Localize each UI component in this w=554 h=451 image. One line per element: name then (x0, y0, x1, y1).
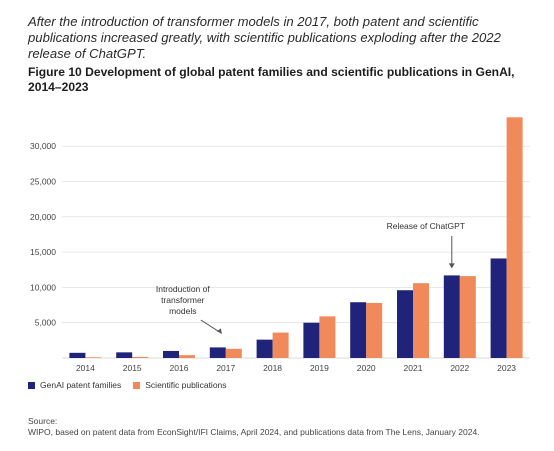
bar-scientific-publications (366, 302, 383, 358)
bar-scientific-publications (272, 332, 289, 358)
x-tick-label: 2016 (170, 363, 189, 373)
bar-scientific-publications (225, 348, 242, 358)
bar-scientific-publications (459, 276, 476, 358)
x-tick-label: 2023 (497, 363, 516, 373)
legend-label-publications: Scientific publications (145, 380, 227, 390)
bar-scientific-publications (413, 283, 429, 358)
legend-item-publications: Scientific publications (133, 380, 227, 390)
bar-scientific-publications (132, 356, 149, 358)
intro-text: After the introduction of transformer mo… (28, 14, 501, 61)
bar-patent-families (116, 352, 133, 358)
bar-scientific-publications (179, 355, 195, 358)
annotation-transformer-text: transformer (161, 295, 205, 305)
y-tick-label: 10,000 (30, 282, 56, 292)
annotation-transformer-text: models (169, 306, 196, 316)
y-tick-label: 30,000 (30, 141, 56, 151)
bar-patent-families (397, 290, 413, 358)
source-text: WIPO, based on patent data from EconSigh… (28, 427, 480, 437)
bar-patent-families (209, 347, 226, 358)
x-tick-label: 2014 (76, 363, 95, 373)
legend-swatch-publications (133, 381, 141, 389)
bar-patent-families (350, 302, 367, 358)
bar-patent-families (303, 322, 320, 358)
annotation-transformer-text: Introduction of (156, 284, 211, 294)
figure-title: Figure 10 Development of global patent f… (28, 65, 515, 94)
annotation-chatgpt-text: Release of ChatGPT (387, 221, 465, 231)
bar-patent-families (256, 339, 273, 358)
y-tick-label: 25,000 (30, 177, 56, 187)
legend-swatch-patents (28, 381, 35, 389)
bar-patent-families (163, 350, 179, 358)
x-tick-label: 2022 (450, 363, 469, 373)
bar-scientific-publications (506, 117, 523, 358)
y-tick-label: 5,000 (35, 318, 57, 328)
annotation-transformer-arrowhead (216, 328, 222, 334)
x-tick-label: 2019 (310, 363, 329, 373)
bar-scientific-publications (85, 357, 102, 358)
legend-label-patents: GenAI patent families (40, 380, 122, 390)
x-tick-label: 2015 (123, 363, 142, 373)
source-label: Source: (28, 416, 58, 426)
source-note: Source: WIPO, based on patent data from … (28, 416, 538, 438)
bar-patent-families (443, 275, 460, 358)
y-tick-label: 15,000 (30, 247, 56, 257)
x-tick-label: 2017 (216, 363, 235, 373)
bar-patent-families (69, 352, 86, 358)
x-tick-label: 2018 (263, 363, 282, 373)
x-tick-label: 2020 (357, 363, 376, 373)
legend-item-patents: GenAI patent families (28, 380, 121, 390)
bar-scientific-publications (319, 316, 336, 358)
bar-patent-families (490, 258, 507, 358)
annotation-chatgpt-arrowhead (448, 263, 455, 269)
x-tick-label: 2021 (404, 363, 423, 373)
y-tick-label: 20,000 (30, 212, 56, 222)
chart-legend: GenAI patent families Scientific publica… (28, 380, 239, 390)
